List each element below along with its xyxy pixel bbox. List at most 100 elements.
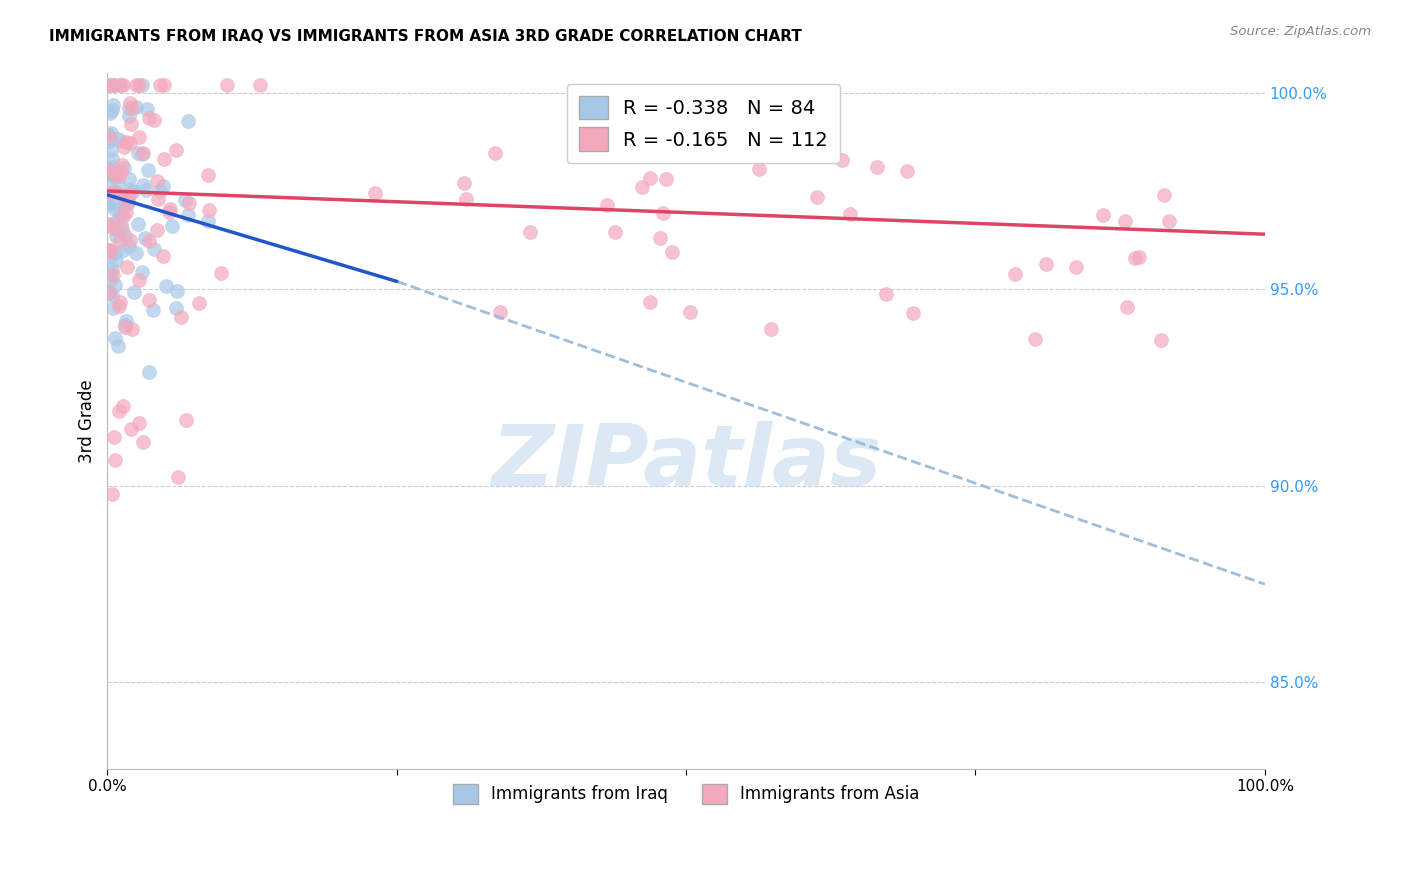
Point [209, 267, 232, 281]
Point [103, 430, 125, 444]
Point [661, 245, 683, 260]
Point [98, 243, 121, 257]
Legend: Immigrants from Iraq, Immigrants from Asia: Immigrants from Iraq, Immigrants from As… [446, 777, 927, 811]
Point [114, 135, 136, 149]
Point [142, 302, 165, 317]
Point [197, 168, 219, 182]
Point [152, 152, 174, 166]
Point [98, 244, 121, 259]
Point [187, 296, 209, 310]
Point [143, 112, 166, 127]
Point [155, 279, 177, 293]
Point [118, 102, 141, 116]
Point [97, 167, 120, 181]
Point [114, 314, 136, 328]
Point [135, 102, 157, 116]
Point [215, 78, 238, 93]
Point [146, 174, 169, 188]
Point [101, 169, 124, 183]
Point [128, 78, 150, 92]
Point [98, 186, 121, 201]
Point [101, 103, 124, 117]
Point [748, 161, 770, 176]
Point [901, 306, 924, 320]
Point [104, 202, 127, 216]
Point [125, 100, 148, 114]
Point [165, 143, 187, 157]
Point [148, 185, 170, 199]
Point [110, 234, 132, 248]
Point [1153, 187, 1175, 202]
Point [174, 193, 197, 207]
Point [127, 217, 149, 231]
Point [101, 217, 124, 231]
Point [112, 191, 135, 205]
Point [679, 304, 702, 318]
Point [484, 146, 506, 161]
Point [177, 113, 200, 128]
Point [759, 322, 782, 336]
Point [839, 206, 862, 220]
Point [115, 205, 138, 219]
Point [1150, 333, 1173, 347]
Point [132, 145, 155, 160]
Point [638, 170, 661, 185]
Point [896, 164, 918, 178]
Point [104, 186, 127, 200]
Point [166, 470, 188, 484]
Point [127, 145, 149, 160]
Point [118, 96, 141, 111]
Point [1092, 208, 1115, 222]
Point [105, 169, 128, 184]
Point [97, 134, 120, 148]
Point [100, 144, 122, 158]
Point [363, 186, 385, 200]
Point [120, 422, 142, 436]
Point [121, 322, 143, 336]
Point [101, 301, 124, 316]
Point [630, 180, 652, 194]
Point [153, 78, 176, 92]
Point [114, 228, 136, 243]
Point [132, 178, 155, 192]
Text: Source: ZipAtlas.com: Source: ZipAtlas.com [1230, 25, 1371, 38]
Point [596, 198, 619, 212]
Point [101, 98, 124, 112]
Point [110, 164, 132, 178]
Point [176, 413, 198, 427]
Point [104, 278, 127, 293]
Point [114, 320, 136, 334]
Point [866, 160, 889, 174]
Point [107, 78, 129, 92]
Point [104, 229, 127, 244]
Point [1024, 332, 1046, 346]
Point [112, 140, 135, 154]
Point [638, 295, 661, 310]
Point [831, 153, 853, 167]
Point [100, 250, 122, 264]
Point [110, 135, 132, 149]
Point [98, 285, 121, 300]
Point [135, 183, 157, 197]
Point [131, 147, 153, 161]
Point [132, 435, 155, 450]
Point [101, 268, 124, 282]
Point [125, 78, 148, 92]
Point [138, 293, 160, 307]
Point [1064, 260, 1087, 275]
Point [136, 163, 159, 178]
Point [138, 111, 160, 125]
Point [142, 243, 165, 257]
Point [121, 185, 143, 199]
Point [110, 219, 132, 233]
Point [197, 213, 219, 227]
Point [125, 245, 148, 260]
Point [117, 109, 139, 123]
Point [115, 260, 138, 274]
Point [100, 272, 122, 286]
Point [488, 304, 510, 318]
Point [111, 158, 134, 172]
Point [103, 167, 125, 181]
Point [118, 238, 141, 252]
Point [97, 165, 120, 179]
